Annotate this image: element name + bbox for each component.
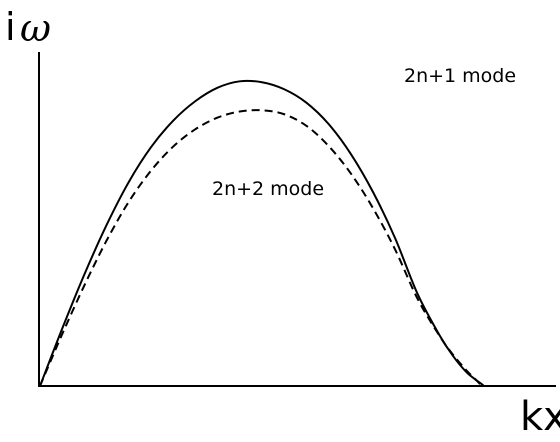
y-axis-label-prefix: i (5, 5, 16, 49)
series-label-2n-plus-1-mode: 2n+1 mode (404, 65, 516, 87)
series-label-2n-plus-2-mode: 2n+2 mode (212, 178, 324, 200)
series-line-2n-plus-2-mode (39, 109, 483, 387)
x-axis-label: kx (520, 394, 560, 440)
y-axis-label-omega: ω (20, 6, 51, 50)
series-line-2n-plus-1-mode (39, 79, 485, 387)
